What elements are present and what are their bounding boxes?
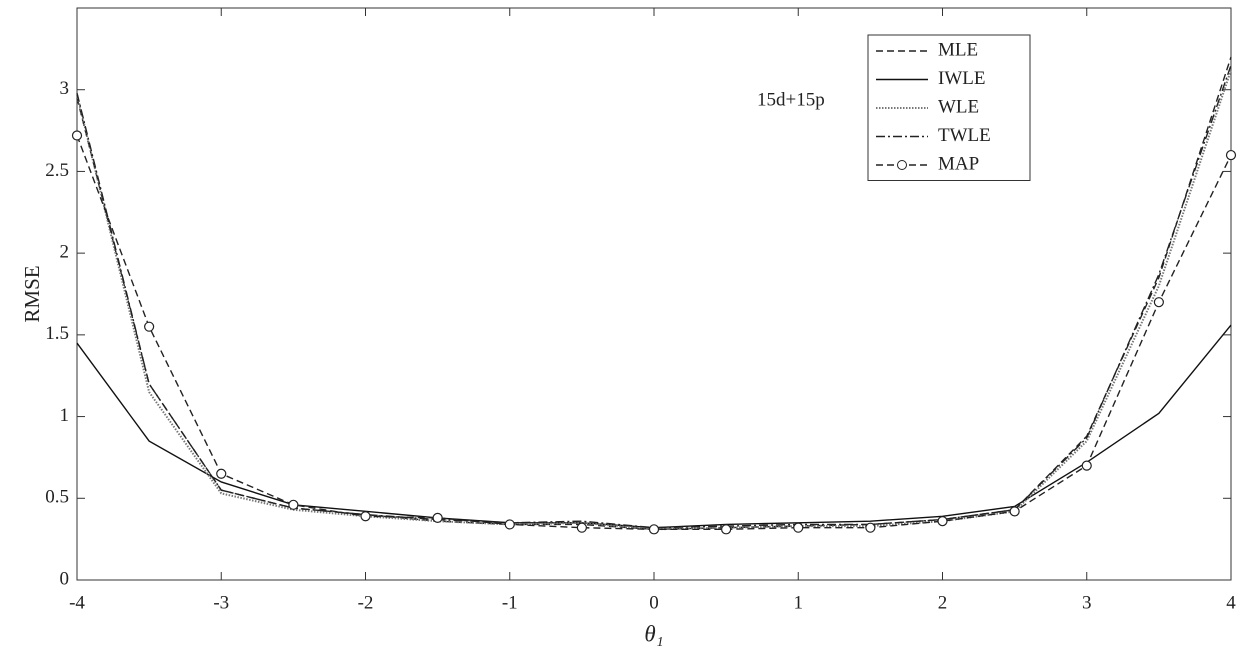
y-tick-label: 2 bbox=[60, 242, 70, 263]
legend-label: MAP bbox=[938, 153, 979, 174]
y-tick-label: 2.5 bbox=[45, 160, 69, 181]
legend-label: MLE bbox=[938, 39, 978, 60]
point-marker bbox=[1009, 506, 1020, 517]
legend-marker bbox=[897, 160, 907, 170]
point-marker bbox=[288, 499, 299, 510]
point-marker bbox=[1225, 149, 1237, 161]
point-marker bbox=[576, 522, 587, 533]
y-tick-label: 1.5 bbox=[45, 323, 69, 344]
x-tick-label: -4 bbox=[69, 592, 85, 613]
x-tick-label: 3 bbox=[1082, 592, 1092, 613]
series-line bbox=[76, 64, 1232, 529]
y-tick-label: 3 bbox=[60, 78, 70, 99]
legend-label: WLE bbox=[938, 96, 979, 117]
series-line bbox=[76, 56, 1232, 531]
annotation: 15d+15p bbox=[757, 89, 825, 110]
y-tick-label: 0 bbox=[60, 568, 70, 589]
x-axis-label: θ₁ bbox=[644, 621, 663, 646]
point-marker bbox=[793, 522, 804, 533]
legend-box bbox=[867, 34, 1031, 181]
point-marker bbox=[937, 516, 948, 527]
point-marker bbox=[1081, 460, 1092, 471]
y-axis-label: RMSE bbox=[20, 265, 44, 322]
point-marker bbox=[648, 524, 660, 535]
point-marker bbox=[216, 468, 227, 479]
point-marker bbox=[432, 512, 443, 523]
series-line bbox=[76, 69, 1232, 531]
x-tick-label: 4 bbox=[1226, 592, 1236, 613]
point-marker bbox=[504, 519, 515, 530]
legend-label: TWLE bbox=[938, 125, 991, 146]
x-tick-label: 0 bbox=[649, 592, 659, 613]
x-tick-label: 1 bbox=[794, 592, 804, 613]
x-tick-label: -3 bbox=[213, 592, 229, 613]
point-marker bbox=[865, 522, 876, 533]
x-tick-label: 2 bbox=[938, 592, 948, 613]
plot-frame bbox=[76, 7, 1232, 581]
y-tick-label: 0.5 bbox=[45, 487, 69, 508]
x-tick-label: -1 bbox=[502, 592, 518, 613]
point-marker bbox=[144, 321, 155, 332]
point-marker bbox=[71, 130, 83, 141]
legend-label: IWLE bbox=[938, 68, 985, 89]
point-marker bbox=[360, 511, 371, 522]
point-marker bbox=[1153, 297, 1164, 308]
point-marker bbox=[721, 524, 732, 535]
x-tick-label: -2 bbox=[358, 592, 374, 613]
y-tick-label: 1 bbox=[60, 405, 70, 426]
